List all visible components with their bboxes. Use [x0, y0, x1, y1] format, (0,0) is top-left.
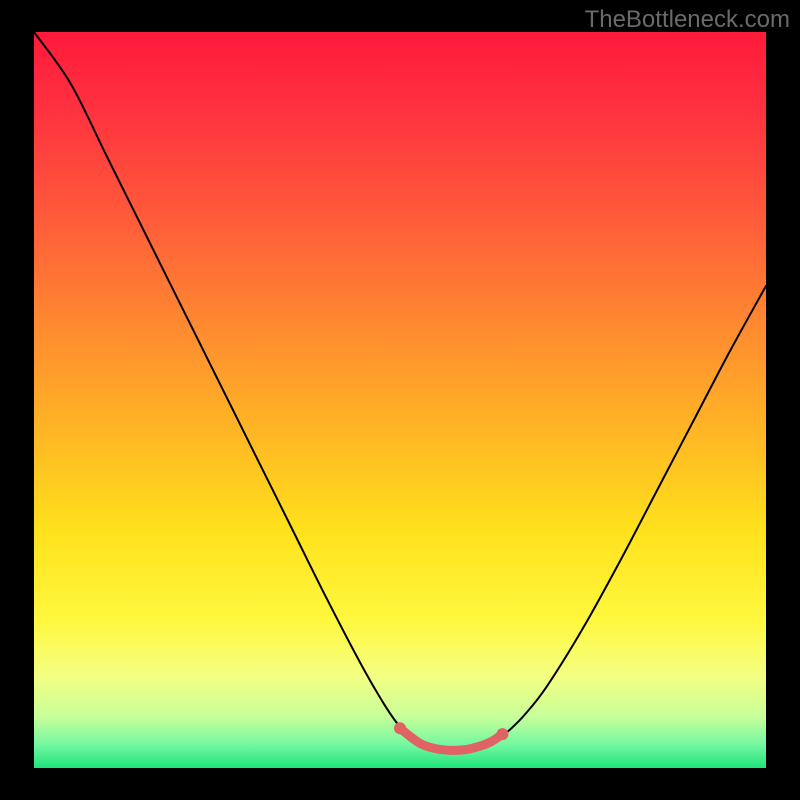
bottleneck-curve [34, 32, 766, 751]
valley-highlight [400, 728, 502, 750]
valley-end-dot-left [394, 722, 406, 734]
stage: TheBottleneck.com [0, 0, 800, 800]
valley-end-dot-right [496, 728, 508, 740]
watermark-label: TheBottleneck.com [585, 6, 790, 34]
chart-svg [0, 0, 800, 800]
